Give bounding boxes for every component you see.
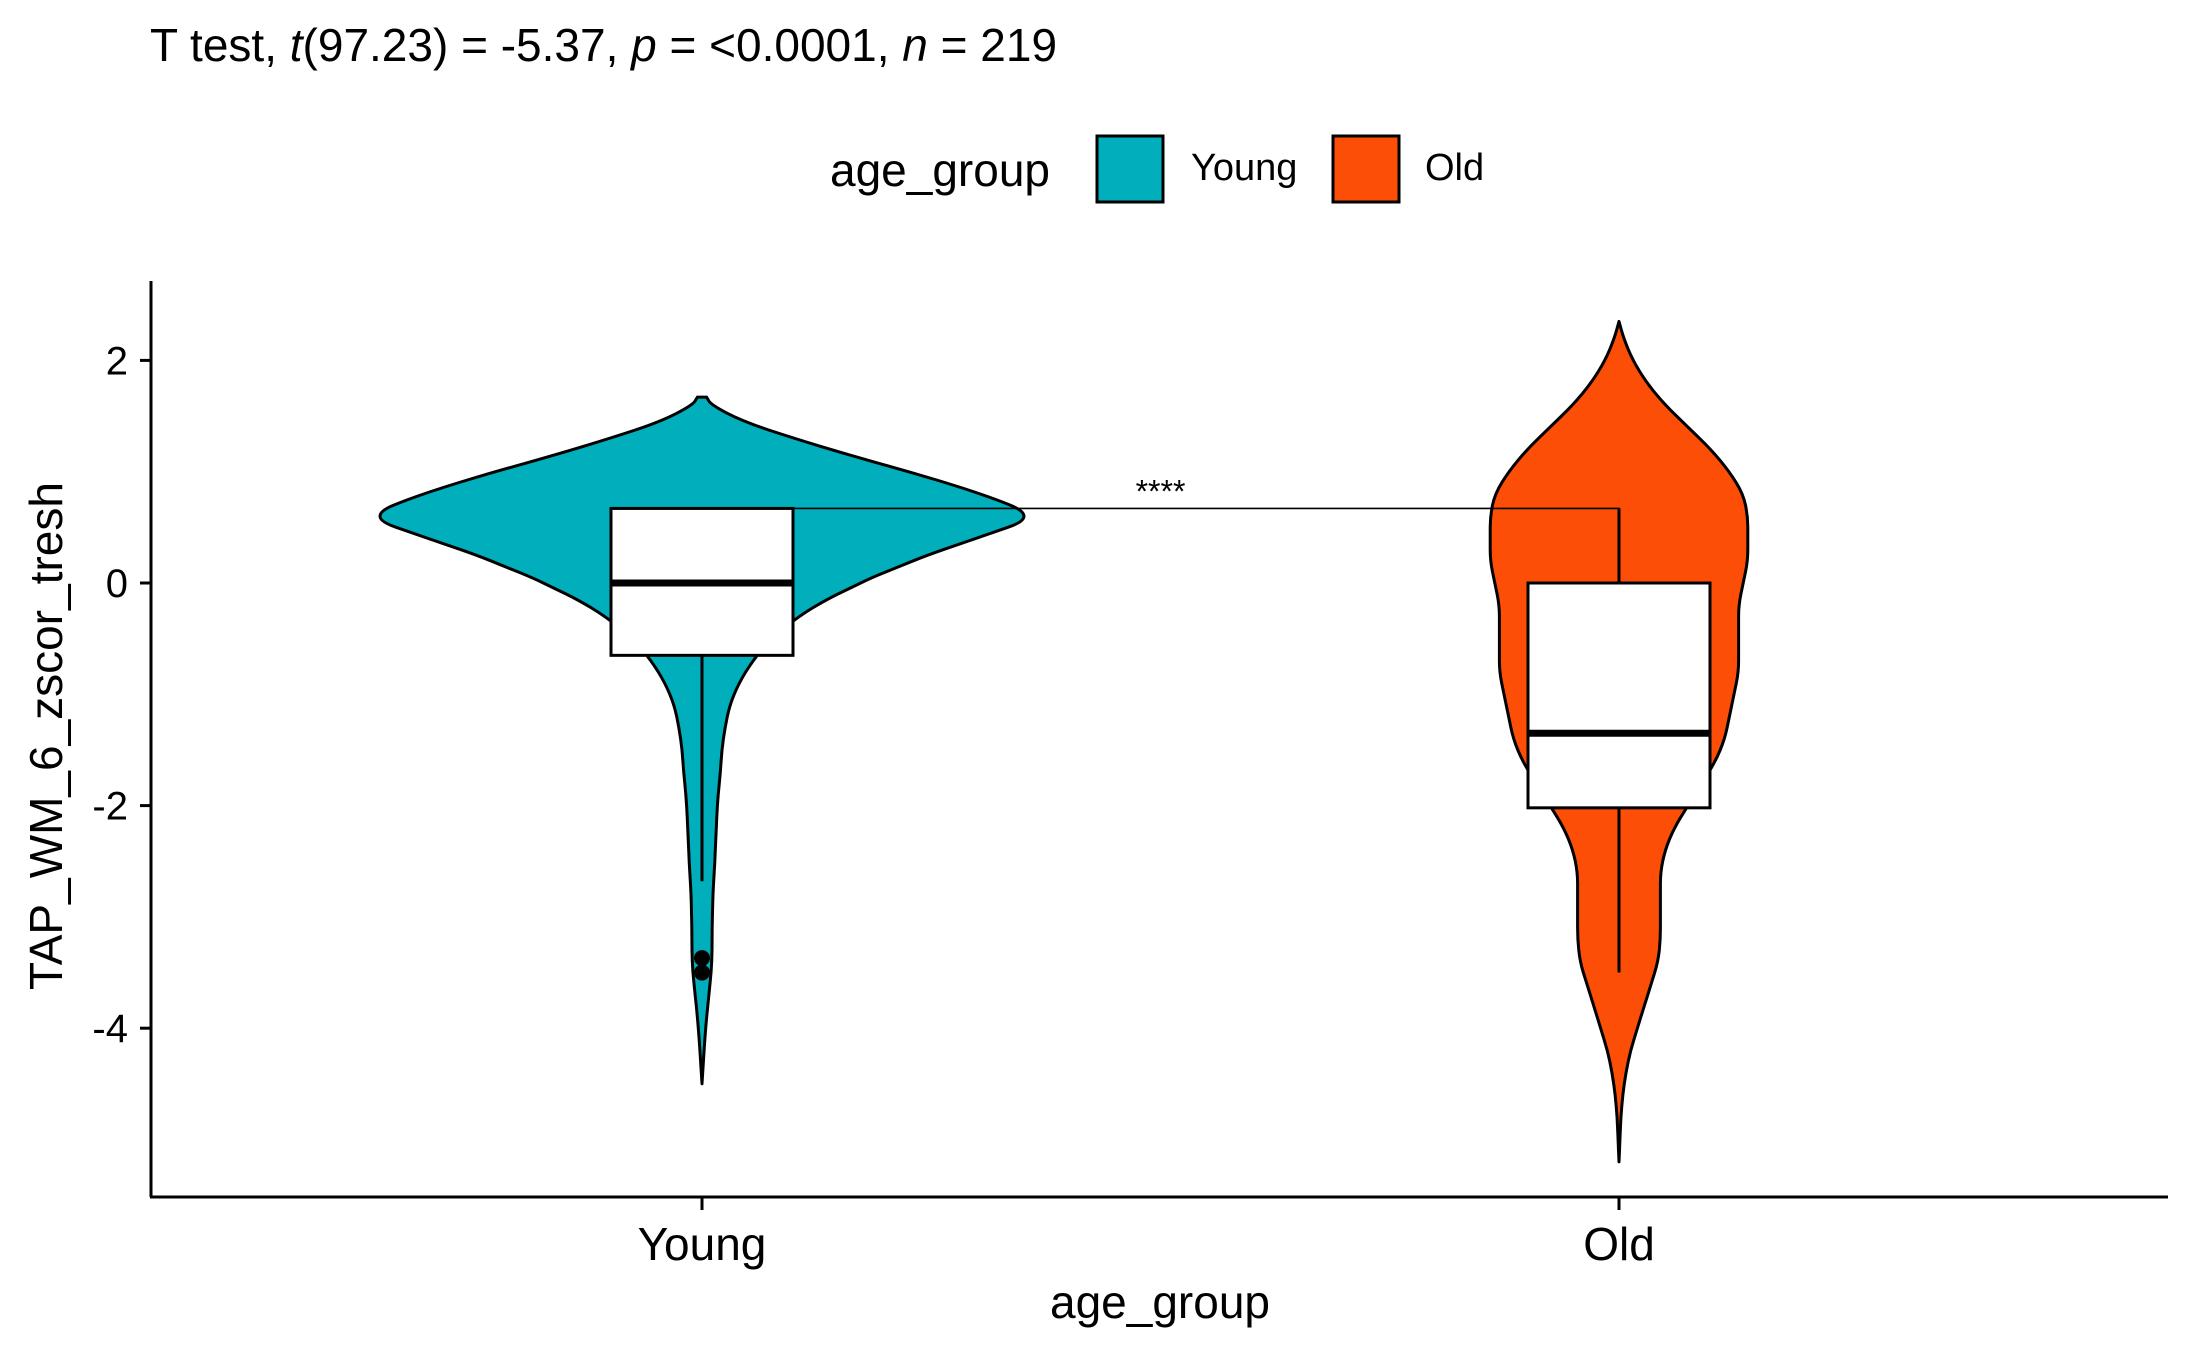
title-t-symbol: t (289, 19, 303, 71)
title-p-symbol: p (631, 19, 657, 71)
y-ticks: 2 0 -2 -4 (92, 339, 151, 1051)
legend-label-old: Old (1425, 147, 1484, 189)
significance-label: **** (1136, 473, 1186, 509)
legend-label-young: Young (1191, 147, 1297, 189)
outlier-point-young-0 (694, 950, 710, 967)
title-n-part: = 219 (927, 19, 1058, 71)
legend-title: age_group (830, 144, 1050, 196)
x-tick-label-old: Old (1583, 1218, 1655, 1270)
y-tick-label-2: -2 (92, 785, 128, 829)
chart-title: T test, t(97.23) = -5.37, p = <0.0001, n… (150, 18, 1057, 72)
y-axis-label: TAP_WM_6_zscor_tresh (20, 482, 72, 990)
title-prefix: T test, (150, 19, 290, 71)
y-tick-label-1: 0 (106, 562, 128, 606)
legend-swatch-old (1331, 134, 1401, 204)
x-tick-label-young: Young (638, 1218, 767, 1270)
axes: 2 0 -2 -4 Young Old age_group TAP_WM_6_zscor… (20, 281, 2168, 1328)
title-n-symbol: n (902, 19, 928, 71)
y-tick-label-3: -4 (92, 1007, 128, 1051)
box-old (1526, 581, 1712, 810)
y-tick-label-0: 2 (106, 339, 128, 383)
x-ticks: Young Old (638, 1197, 1655, 1270)
plot-marks: **** (378, 319, 1750, 1164)
legend-swatch-young (1095, 134, 1165, 204)
x-axis-label: age_group (1050, 1276, 1270, 1328)
legend: age_group Young Old (830, 134, 1484, 204)
comparison-bracket (792, 507, 1620, 583)
outlier-point-young-1 (694, 964, 710, 981)
title-t-part: (97.23) = -5.37, (302, 19, 632, 71)
title-p-part: = <0.0001, (656, 19, 903, 71)
